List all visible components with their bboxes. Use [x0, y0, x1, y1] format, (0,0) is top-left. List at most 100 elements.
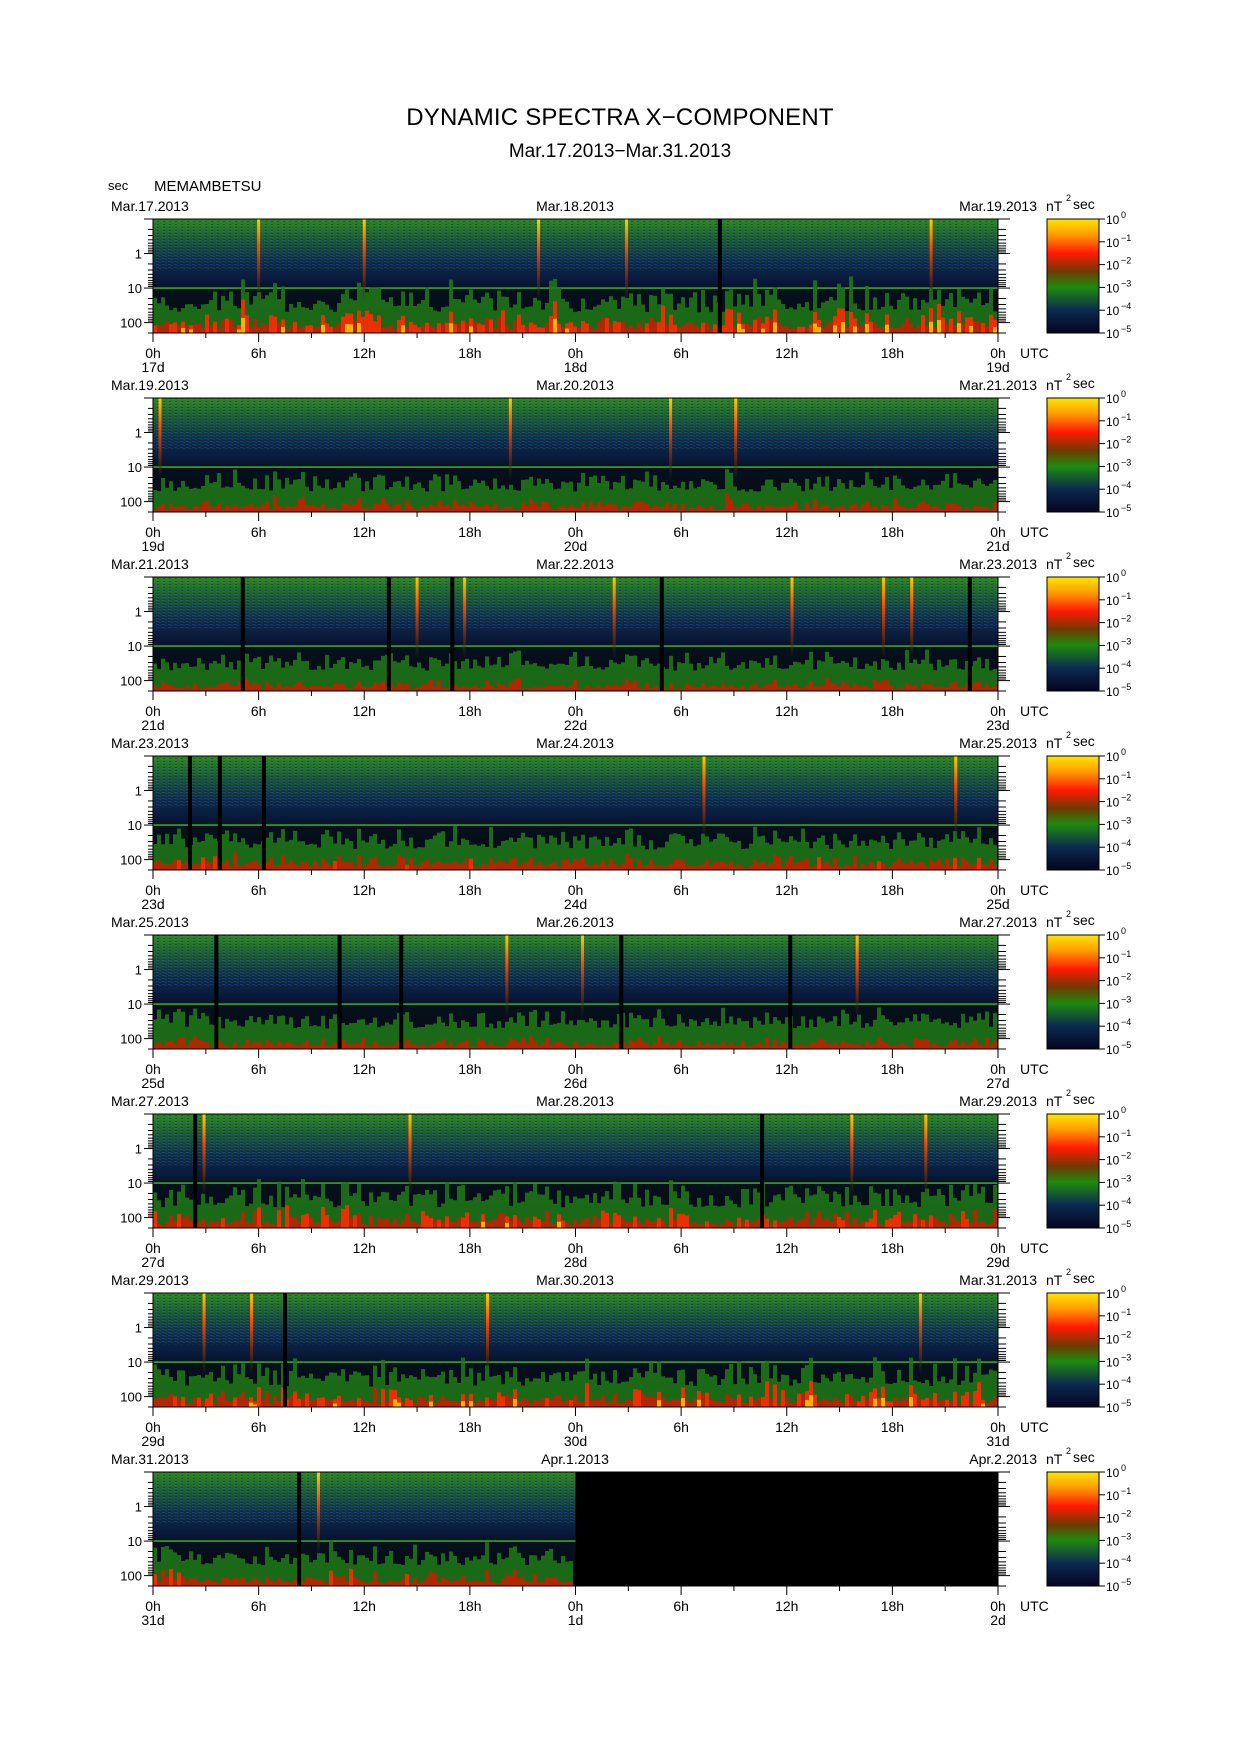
activity-red [197, 1581, 201, 1586]
activity-red [725, 309, 729, 333]
activity-green [161, 844, 165, 870]
activity-red [801, 1393, 805, 1407]
activity-green [265, 1019, 269, 1049]
activity-green [925, 302, 929, 333]
activity-green [393, 661, 397, 691]
activity-red [645, 323, 649, 333]
activity-red [293, 321, 297, 333]
activity-green [669, 834, 673, 870]
activity-green [897, 662, 901, 691]
colorbar-tick-label: 10 [1106, 1020, 1120, 1034]
activity-green [769, 1378, 773, 1407]
colorbar-unit-suffix: sec [1073, 196, 1095, 212]
activity-green [201, 663, 205, 691]
colorbar-unit-suffix: sec [1073, 733, 1095, 749]
activity-green [265, 837, 269, 870]
spectrogram-noise [153, 935, 998, 987]
activity-green [789, 1385, 793, 1407]
activity-green [917, 832, 921, 870]
activity-green [545, 843, 549, 870]
activity-green [437, 659, 441, 691]
activity-red [769, 862, 773, 870]
activity-green [801, 307, 805, 333]
activity-red [689, 1046, 693, 1049]
activity-green [649, 295, 653, 333]
activity-green [745, 668, 749, 691]
colorbar-tick-label: 10 [1106, 1199, 1120, 1213]
colorbar-tick-label: 10 [1106, 1043, 1120, 1057]
activity-green [765, 1206, 769, 1228]
activity-red [429, 679, 433, 691]
activity-green [837, 1194, 841, 1228]
activity-red [801, 1218, 805, 1228]
activity-red [805, 1211, 809, 1228]
activity-green [537, 300, 541, 333]
activity-green [781, 482, 785, 512]
x-tick-label: 18h [458, 1419, 481, 1435]
activity-green [353, 300, 357, 333]
activity-red [629, 325, 633, 333]
activity-green [973, 838, 977, 870]
colorbar-tick-label: 10 [1106, 1512, 1120, 1526]
activity-red [561, 327, 565, 333]
activity-green [261, 1565, 265, 1586]
activity-green [821, 302, 825, 333]
activity-red [769, 1224, 773, 1228]
activity-red [373, 503, 377, 512]
activity-green [493, 478, 497, 512]
x-tick-label: 0h [990, 524, 1006, 540]
activity-green [493, 1564, 497, 1586]
activity-red [941, 864, 945, 870]
activity-red [385, 1046, 389, 1049]
activity-green [549, 1375, 553, 1407]
activity-red [933, 1217, 937, 1228]
activity-green [957, 288, 961, 333]
activity-red [373, 1572, 377, 1586]
activity-red [569, 322, 573, 333]
activity-green [965, 1022, 969, 1049]
activity-red [317, 326, 321, 333]
activity-green [525, 837, 529, 870]
activity-red [289, 507, 293, 512]
activity-red [397, 854, 401, 870]
activity-red [245, 863, 249, 870]
activity-green [961, 484, 965, 512]
activity-red [245, 505, 249, 512]
activity-red [441, 1221, 445, 1228]
activity-red [845, 509, 849, 512]
activity-red [929, 860, 933, 870]
activity-green [913, 659, 917, 691]
activity-green [969, 487, 973, 512]
activity-green [645, 1019, 649, 1049]
activity-green [681, 835, 685, 870]
activity-green [989, 1369, 993, 1407]
y-tick-label: 10 [128, 281, 142, 296]
activity-yellow [189, 329, 193, 333]
colorbar-tick-exp: −5 [1121, 324, 1131, 334]
activity-green [533, 1378, 537, 1407]
activity-red [821, 685, 825, 691]
activity-green [497, 290, 501, 333]
activity-red [245, 1222, 249, 1228]
activity-red [801, 859, 805, 870]
activity-green [457, 1563, 461, 1586]
activity-red [533, 502, 537, 512]
activity-green [241, 1363, 245, 1407]
activity-green [237, 1374, 241, 1407]
activity-red [673, 324, 677, 333]
activity-red [725, 864, 729, 870]
activity-red [921, 1399, 925, 1407]
activity-red [321, 503, 325, 512]
activity-red [937, 1401, 941, 1407]
activity-red [757, 688, 761, 691]
activity-red [509, 858, 513, 870]
activity-red [701, 1224, 705, 1228]
activity-red [661, 305, 665, 333]
activity-red [593, 1215, 597, 1228]
activity-green [601, 1020, 605, 1049]
activity-red [493, 863, 497, 870]
pulse-event [919, 1293, 923, 1376]
activity-green [465, 1557, 469, 1586]
activity-red [473, 1046, 477, 1049]
